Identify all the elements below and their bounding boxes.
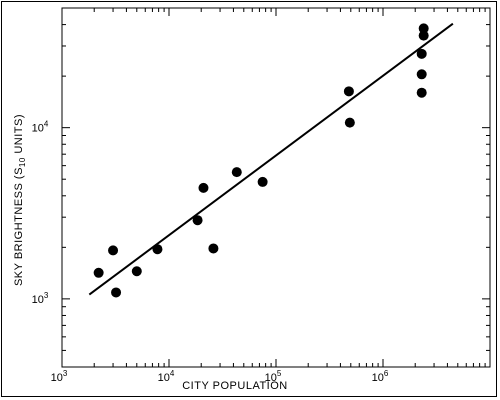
data-point — [416, 69, 427, 80]
x-tick-label: 105 — [265, 369, 282, 384]
data-point — [418, 30, 429, 41]
data-point — [208, 243, 219, 254]
regression-line — [88, 22, 454, 296]
data-point — [343, 86, 354, 97]
data-point — [93, 267, 104, 278]
data-point — [198, 182, 209, 193]
data-point — [257, 176, 268, 187]
data-point — [231, 167, 242, 178]
data-points — [93, 23, 429, 298]
tick-labels: 103 104 105 106 103 104 — [32, 120, 389, 384]
data-point — [416, 48, 427, 59]
data-point — [418, 23, 429, 34]
data-point — [344, 117, 355, 128]
data-point — [152, 244, 163, 255]
y-axis-label: SKY BRIGHTNESS (S10 UNITS) — [13, 114, 27, 286]
data-point — [131, 266, 142, 277]
x-tick-label: 104 — [158, 369, 175, 384]
data-point — [111, 287, 122, 298]
x-tick-label: 106 — [372, 369, 389, 384]
x-axis-label: CITY POPULATION — [182, 380, 288, 392]
x-tick-label: 103 — [51, 369, 68, 384]
tick-marks — [61, 7, 490, 368]
data-point — [108, 245, 119, 256]
plot-area — [61, 7, 491, 368]
y-tick-label: 104 — [32, 120, 49, 135]
data-point — [192, 215, 203, 226]
y-tick-label: 103 — [32, 291, 49, 306]
data-point — [416, 87, 427, 98]
